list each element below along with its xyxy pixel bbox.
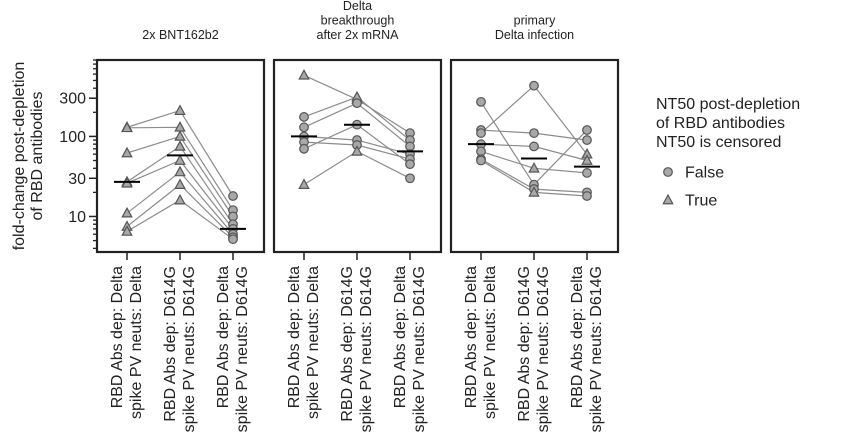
panel-title-line: Delta (343, 0, 372, 13)
y-axis-label-line: fold-change post-depletion (11, 62, 28, 251)
data-point-censored (121, 146, 133, 158)
panel-title-line: breakthrough (321, 14, 395, 28)
data-point (299, 143, 309, 154)
x-tick-label-line: spike PV neuts: Delta (305, 266, 322, 419)
legend: NT50 post-depletion of RBD antibodies NT50… (656, 96, 800, 210)
x-tick-label-line: RBD Abs dep: Delta (286, 266, 303, 408)
x-tick-label-line: spike PV neuts: D614G (358, 266, 375, 432)
panel-title-line: after 2x mRNA (317, 28, 400, 42)
legend-title-line: of RBD antibodies (656, 115, 785, 132)
data-point (352, 98, 362, 109)
data-point (582, 125, 592, 135)
x-tick-label-line: spike PV neuts: D614G (588, 266, 605, 432)
panel-title-line: 2x BNT162b2 (142, 28, 218, 42)
data-point-censored (298, 178, 310, 189)
data-point-censored (174, 121, 186, 132)
data-point-censored (174, 165, 186, 177)
legend-entry-label: True (685, 193, 717, 210)
y-tick-label: 10 (68, 209, 86, 226)
x-tick-label-line: RBD Abs dep: Delta (569, 266, 586, 408)
x-tick-label-line: RBD Abs dep: Delta (215, 266, 232, 408)
x-tick-label-line: RBD Abs dep: D614G (162, 266, 179, 422)
x-tick-label-line: spike PV neuts: D614G (181, 266, 198, 432)
data-point-censored (121, 225, 133, 236)
x-tick-label-line: RBD Abs dep: Delta (463, 266, 480, 408)
y-tick-label: 30 (68, 171, 86, 188)
x-tick-label-line: spike PV neuts: D614G (535, 266, 552, 432)
x-tick-label-line: RBD Abs dep: D614G (516, 266, 533, 422)
data-point-censored (174, 178, 186, 189)
data-point (228, 191, 238, 201)
data-point-censored (174, 193, 186, 205)
data-point (529, 80, 539, 91)
legend-title-line: NT50 is censored (656, 134, 781, 151)
legend-entry: False (663, 165, 724, 182)
data-point-censored (528, 162, 540, 173)
y-tick-label: 300 (59, 91, 86, 108)
x-tick-label-line: spike PV neuts: Delta (482, 266, 499, 419)
data-point-censored (662, 193, 674, 205)
x-tick-label-line: spike PV neuts: D614G (411, 266, 428, 432)
x-tick-label-line: RBD Abs dep: Delta (109, 266, 126, 408)
data-point (663, 167, 673, 177)
data-point (405, 173, 415, 184)
data-point (405, 159, 415, 170)
y-axis-label-line: of RBD antibodies (29, 92, 46, 221)
y-tick-label: 100 (59, 129, 86, 146)
x-tick-label-line: spike PV neuts: Delta (128, 266, 145, 419)
panel-frame (272, 58, 443, 254)
data-point (582, 168, 592, 178)
subject-line (126, 199, 234, 240)
legend-entry-label: False (685, 165, 724, 182)
x-tick-label-line: spike PV neuts: D614G (234, 266, 251, 432)
data-point-censored (121, 206, 133, 218)
data-point (299, 122, 309, 133)
data-point (299, 112, 309, 122)
y-axis-label: fold-change post-depletion of RBD antibod… (11, 62, 46, 251)
data-point (529, 128, 539, 138)
y-axis: 10 30 100 300 (59, 59, 97, 249)
data-point (476, 155, 486, 166)
data-point (476, 96, 486, 107)
data-point (582, 135, 592, 145)
subject-line (303, 150, 411, 186)
x-tick-label-line: RBD Abs dep: D614G (339, 266, 356, 422)
panel-title-line: Delta infection (495, 28, 574, 42)
data-point-censored (174, 104, 186, 115)
panel-title-line: primary (514, 14, 556, 28)
data-point (476, 128, 486, 138)
data-point (529, 141, 539, 152)
legend-title-line: NT50 post-depletion (656, 96, 800, 113)
data-point (228, 234, 238, 245)
legend-entry: True (662, 193, 717, 210)
data-point-censored (581, 154, 593, 165)
data-point-censored (174, 140, 186, 151)
data-point-censored (121, 121, 133, 133)
data-point-censored (298, 69, 310, 80)
data-point-censored (528, 186, 540, 197)
data-point-censored (174, 154, 186, 165)
data-point-censored (351, 145, 363, 156)
data-point (582, 191, 592, 201)
x-tick-label-line: RBD Abs dep: Delta (392, 266, 409, 408)
